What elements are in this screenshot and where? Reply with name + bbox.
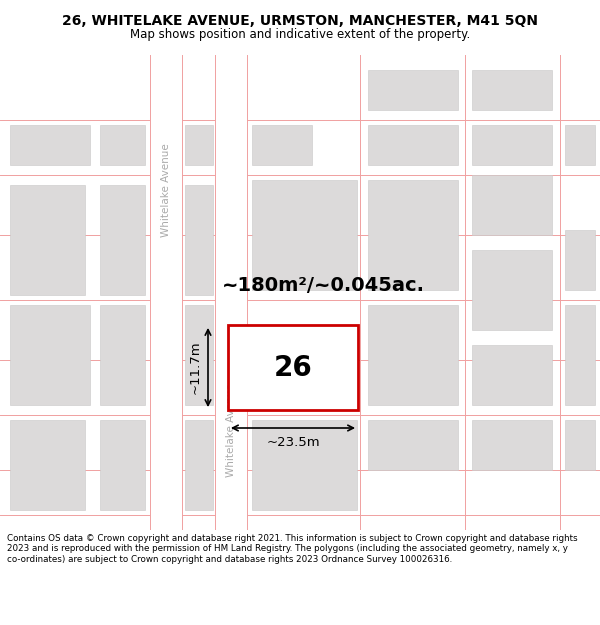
Bar: [228, 325, 358, 410]
Text: Whitelake Avenue: Whitelake Avenue: [161, 143, 171, 237]
Bar: [252, 420, 357, 510]
Bar: [252, 180, 357, 290]
Bar: [185, 305, 213, 405]
Bar: [100, 305, 145, 405]
Bar: [565, 420, 595, 470]
Text: 26, WHITELAKE AVENUE, URMSTON, MANCHESTER, M41 5QN: 26, WHITELAKE AVENUE, URMSTON, MANCHESTE…: [62, 14, 538, 28]
Bar: [215, 55, 247, 530]
Text: ~11.7m: ~11.7m: [189, 341, 202, 394]
Bar: [10, 185, 85, 295]
Text: ~23.5m: ~23.5m: [266, 436, 320, 449]
Bar: [368, 125, 458, 165]
Bar: [150, 55, 182, 530]
Bar: [565, 305, 595, 405]
Bar: [565, 125, 595, 165]
Bar: [472, 250, 552, 330]
Bar: [10, 125, 90, 165]
Bar: [10, 305, 90, 405]
Bar: [368, 420, 458, 470]
Bar: [368, 180, 458, 290]
Bar: [472, 345, 552, 405]
Text: ~180m²/~0.045ac.: ~180m²/~0.045ac.: [221, 276, 425, 295]
Bar: [472, 175, 552, 235]
Bar: [185, 420, 213, 510]
Bar: [185, 185, 213, 295]
Text: Whitelake Avenue: Whitelake Avenue: [226, 383, 236, 477]
Bar: [368, 70, 458, 110]
Bar: [252, 325, 357, 405]
Bar: [472, 125, 552, 165]
Bar: [252, 125, 312, 165]
Text: Contains OS data © Crown copyright and database right 2021. This information is : Contains OS data © Crown copyright and d…: [7, 534, 578, 564]
Bar: [368, 305, 458, 405]
Bar: [10, 420, 85, 510]
Bar: [100, 125, 145, 165]
Bar: [100, 185, 145, 295]
Bar: [472, 420, 552, 470]
Bar: [565, 230, 595, 290]
Bar: [100, 420, 145, 510]
Text: 26: 26: [274, 354, 313, 381]
Bar: [472, 70, 552, 110]
Text: Map shows position and indicative extent of the property.: Map shows position and indicative extent…: [130, 28, 470, 41]
Bar: [185, 125, 213, 165]
